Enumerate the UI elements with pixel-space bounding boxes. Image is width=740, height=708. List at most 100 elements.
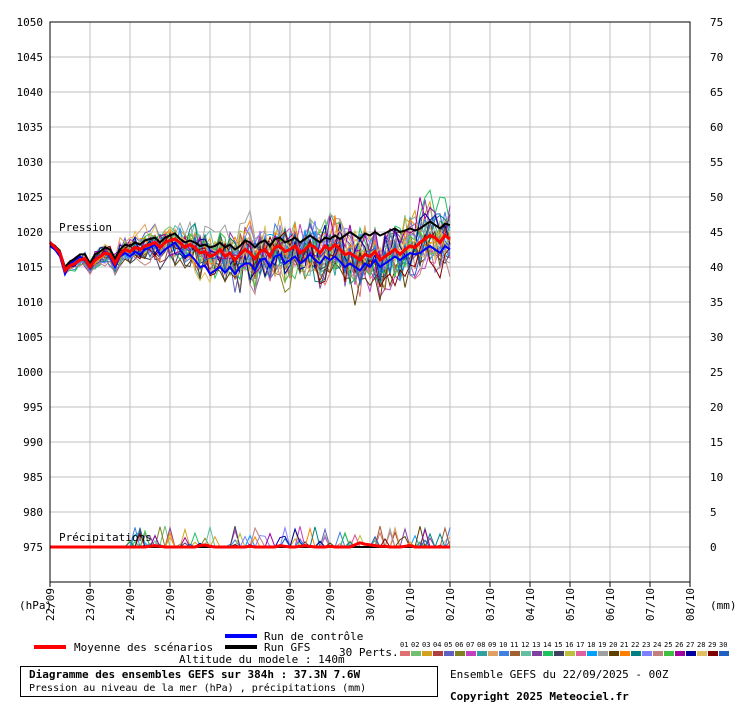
pert-number: 03 [422,641,430,649]
pert-number: 25 [664,641,672,649]
legend-control-label: Run de contrôle [264,630,363,643]
pert-swatch [642,651,652,656]
pert-swatch [455,651,465,656]
right-tick-label: 40 [710,261,723,274]
pert-swatch [697,651,707,656]
left-tick-label: 995 [23,401,43,414]
x-tick-label: 27/09 [244,588,257,621]
pert-number: 02 [411,641,419,649]
left-tick-label: 1035 [17,121,44,134]
right-tick-label: 45 [710,226,723,239]
pert-swatch [532,651,542,656]
info-box: Diagramme des ensembles GEFS sur 384h : … [20,666,438,697]
legend-mean-label: Moyenne des scénarios [74,641,213,654]
chart-axes: 9759809859909951000100510101015102010251… [17,16,724,621]
precip-annotation: Précipitations [59,531,152,544]
pert-swatch [521,651,531,656]
chart-title: Diagramme des ensembles GEFS sur 384h : … [29,668,361,681]
right-tick-label: 5 [710,506,717,519]
pert-swatch [675,651,685,656]
x-tick-label: 29/09 [324,588,337,621]
x-tick-label: 05/10 [564,588,577,621]
x-tick-label: 03/10 [484,588,497,621]
right-tick-label: 25 [710,366,723,379]
pert-number: 21 [620,641,628,649]
pert-swatch [477,651,487,656]
pert-number: 10 [499,641,507,649]
run-info: Ensemble GEFS du 22/09/2025 - 00Z Copyri… [450,664,669,708]
series-precip-line [50,541,450,549]
copyright-label: Copyright 2025 Meteociel.fr [450,690,629,703]
pert-swatch [466,651,476,656]
x-tick-label: 01/10 [404,588,417,621]
pert-swatch [631,651,641,656]
pert-swatch [422,651,432,656]
x-tick-label: 30/09 [364,588,377,621]
pert-number: 07 [466,641,474,649]
left-axis-unit: (hPa) [19,599,52,612]
x-tick-label: 04/10 [524,588,537,621]
x-tick-label: 07/10 [644,588,657,621]
left-tick-label: 1025 [17,191,44,204]
left-tick-label: 1005 [17,331,44,344]
left-tick-label: 985 [23,471,43,484]
legend: Moyenne des scénarios Run de contrôle Ru… [34,630,729,664]
series-pressure-line [49,220,451,269]
x-tick-label: 02/10 [444,588,457,621]
pert-swatch [565,651,575,656]
left-tick-label: 1050 [17,16,44,29]
pert-swatch [444,651,454,656]
pert-number: 13 [532,641,540,649]
left-tick-label: 1015 [17,261,44,274]
pert-number: 15 [554,641,562,649]
pert-number: 12 [521,641,529,649]
perturbation-legend: 01 02 03 04 05 06 07 08 09 10 11 12 13 14 15 16 17 18 19 20… [400,641,729,656]
pert-swatch [708,651,718,656]
pert-number: 05 [444,641,452,649]
pert-number: 09 [488,641,496,649]
pert-swatch [653,651,663,656]
x-tick-label: 28/09 [284,588,297,621]
pert-number: 17 [576,641,584,649]
pert-swatch [609,651,619,656]
right-tick-label: 35 [710,296,723,309]
pert-swatch [400,651,410,656]
altitude-label: Altitude du modele : 140m [179,653,345,664]
pert-swatch [587,651,597,656]
pert-number: 30 [719,641,727,649]
pert-number: 27 [686,641,694,649]
pert-swatch [686,651,696,656]
x-tick-label: 06/10 [604,588,617,621]
pert-swatch [433,651,443,656]
perturbation-pressure-line [49,220,451,277]
left-tick-label: 990 [23,436,43,449]
pert-number: 20 [609,641,617,649]
pert-number: 22 [631,641,639,649]
pert-swatch [554,651,564,656]
pert-swatch [664,651,674,656]
pert-number: 08 [477,641,485,649]
right-tick-label: 10 [710,471,723,484]
pert-number: 19 [598,641,606,649]
right-tick-label: 30 [710,331,723,344]
pert-number: 06 [455,641,463,649]
right-tick-label: 60 [710,121,723,134]
right-tick-label: 0 [710,541,717,554]
pert-number: 28 [697,641,705,649]
left-tick-label: 1020 [17,226,44,239]
chart-subtitle: Pression au niveau de la mer (hPa) , pré… [29,683,367,694]
gefs-ensemble-chart: 9759809859909951000100510101015102010251… [17,16,737,664]
pert-swatch [620,651,630,656]
right-tick-label: 55 [710,156,723,169]
left-tick-label: 975 [23,541,43,554]
pert-number: 29 [708,641,716,649]
run-label: Ensemble GEFS du 22/09/2025 - 00Z [450,668,669,681]
pert-swatch [510,651,520,656]
right-tick-label: 70 [710,51,723,64]
pert-number: 11 [510,641,518,649]
perts-label: 30 Perts. [339,646,399,659]
pert-number: 14 [543,641,551,649]
x-tick-label: 08/10 [684,588,697,621]
pert-swatch [488,651,498,656]
pert-swatch [411,651,421,656]
